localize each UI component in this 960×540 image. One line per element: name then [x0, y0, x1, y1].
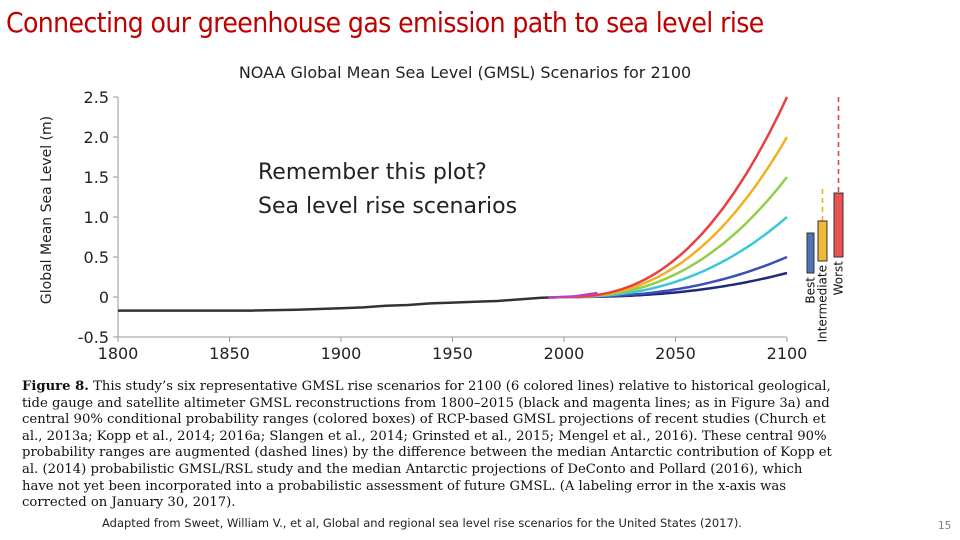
x-tick-label: 2100 — [767, 344, 808, 363]
caption-label: Figure 8. — [22, 379, 89, 394]
box-label-best: Best — [804, 277, 818, 304]
scenario-lines — [118, 96, 789, 312]
y-tick-label: 2.5 — [84, 88, 109, 107]
x-tick-label: 1950 — [432, 344, 473, 363]
y-tick-label: 2.0 — [84, 128, 109, 147]
y-axis-label: Global Mean Sea Level (m) — [39, 116, 55, 304]
page-number: 15 — [938, 520, 952, 532]
axes: -0.5 0 0.5 1.0 1.5 2.0 2.5 1800 1850 1900 1950 2000… — [78, 88, 808, 363]
right-margin — [858, 56, 960, 540]
caption-text: This study’s six representative GMSL ris… — [22, 379, 832, 511]
x-tick-label: 2000 — [544, 344, 585, 363]
scenario-line-3 — [564, 216, 788, 299]
box-label-intermediate: Intermediate — [816, 265, 830, 342]
box-worst — [833, 192, 844, 258]
source-credit: Adapted from Sweet, William V., et al, G… — [100, 516, 744, 530]
y-tick-label: 1.5 — [84, 168, 109, 187]
callout-line-1: Remember this plot? — [258, 160, 487, 185]
box-intermediate — [817, 220, 828, 262]
callout-line-2: Sea level rise scenarios — [258, 194, 517, 219]
x-tick-label: 1850 — [209, 344, 250, 363]
y-tick-label: 0.5 — [84, 248, 109, 267]
scenario-line-2 — [564, 255, 788, 299]
scenario-line-4 — [564, 176, 788, 299]
historical-gmsl-line — [118, 295, 565, 312]
box-label-worst: Worst — [832, 261, 846, 296]
y-tick-label: -0.5 — [78, 328, 109, 347]
slide-title: Connecting our greenhouse gas emission p… — [6, 6, 764, 39]
x-tick-label: 2050 — [655, 344, 696, 363]
satellite-gmsl-line — [548, 291, 598, 300]
y-tick-label: 1.0 — [84, 208, 109, 227]
chart-title: NOAA Global Mean Sea Level (GMSL) Scenar… — [239, 63, 691, 82]
figure-panel — [18, 56, 858, 540]
box-best — [806, 232, 815, 274]
figure-caption: Figure 8. This study’s six representativ… — [22, 379, 834, 512]
scenario-line-6 — [564, 96, 789, 299]
y-tick-label: 0 — [99, 288, 109, 307]
x-tick-label: 1900 — [321, 344, 362, 363]
x-tick-label: 1800 — [98, 344, 139, 363]
